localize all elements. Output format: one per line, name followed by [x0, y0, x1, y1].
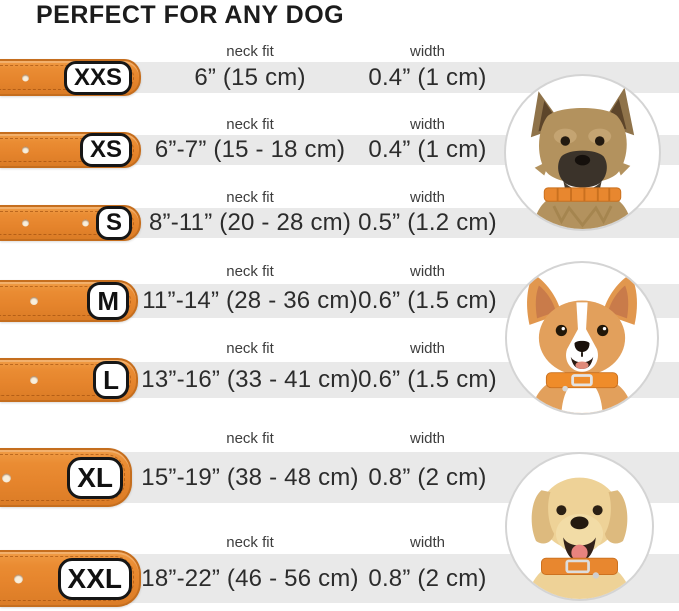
- column-header-neck-fit: neck fit: [226, 340, 274, 357]
- collar-hole: [22, 146, 29, 154]
- neck-fit-value: 15”-19” (38 - 48 cm): [141, 463, 359, 491]
- width-value: 0.4” (1 cm): [368, 63, 487, 91]
- column-header-neck-fit: neck fit: [226, 189, 274, 206]
- collar-strap-image: XL: [0, 448, 132, 507]
- width-value: 0.5” (1.2 cm): [358, 209, 497, 236]
- size-badge: XXS: [63, 60, 132, 95]
- collar-strap-image: L: [0, 358, 138, 402]
- width-value: 0.4” (1 cm): [368, 136, 487, 163]
- column-header-width: width: [409, 43, 446, 60]
- dog-photo-terrier: [504, 74, 661, 231]
- size-badge: XXL: [57, 557, 132, 600]
- neck-fit-value: 6” (15 cm): [194, 63, 306, 91]
- width-value: 0.6” (1.5 cm): [358, 287, 497, 314]
- column-header-neck-fit: neck fit: [226, 116, 274, 133]
- collar-strap-image: XS: [0, 132, 141, 168]
- column-header-width: width: [409, 340, 446, 357]
- collar-hole: [22, 219, 29, 227]
- size-badge: L: [93, 361, 129, 399]
- collar-strap-image: XXL: [0, 550, 141, 607]
- width-value: 0.8” (2 cm): [368, 564, 487, 592]
- column-header-width: width: [409, 189, 446, 206]
- neck-fit-value: 8”-11” (20 - 28 cm): [148, 209, 352, 236]
- terrier-illustration-icon: [530, 87, 635, 229]
- column-header-neck-fit: neck fit: [226, 263, 274, 280]
- column-header-neck-fit: neck fit: [226, 43, 274, 60]
- collar-strap-image: S: [0, 205, 141, 241]
- size-badge: XS: [79, 133, 132, 167]
- collar-hole: [30, 376, 38, 384]
- size-badge: XL: [67, 456, 123, 499]
- collar-hole: [30, 297, 38, 305]
- size-badge: S: [95, 206, 132, 240]
- page-title: PERFECT FOR ANY DOG: [36, 1, 345, 29]
- column-header-width: width: [409, 534, 446, 551]
- collar-hole: [22, 74, 29, 81]
- size-badge: M: [87, 282, 129, 320]
- collar-hole: [82, 219, 89, 227]
- collar-strap-image: XXS: [0, 59, 141, 96]
- column-header-width: width: [409, 263, 446, 280]
- collar-hole: [14, 574, 23, 583]
- corgi-illustration-icon: [527, 274, 637, 413]
- column-header-width: width: [409, 430, 446, 447]
- neck-fit-value: 13”-16” (33 - 41 cm): [141, 366, 359, 393]
- column-header-neck-fit: neck fit: [226, 534, 274, 551]
- labrador-illustration-icon: [526, 477, 633, 599]
- collar-strap-image: M: [0, 280, 138, 322]
- width-value: 0.8” (2 cm): [368, 463, 487, 491]
- column-header-neck-fit: neck fit: [226, 430, 274, 447]
- dog-photo-labrador: [505, 452, 654, 601]
- column-header-width: width: [409, 116, 446, 133]
- neck-fit-value: 11”-14” (28 - 36 cm): [142, 287, 358, 314]
- neck-fit-value: 18”-22” (46 - 56 cm): [141, 564, 359, 592]
- collar-hole: [2, 473, 11, 482]
- neck-fit-value: 6”-7” (15 - 18 cm): [154, 136, 346, 163]
- width-value: 0.6” (1.5 cm): [358, 366, 497, 393]
- dog-photo-corgi: [505, 261, 659, 415]
